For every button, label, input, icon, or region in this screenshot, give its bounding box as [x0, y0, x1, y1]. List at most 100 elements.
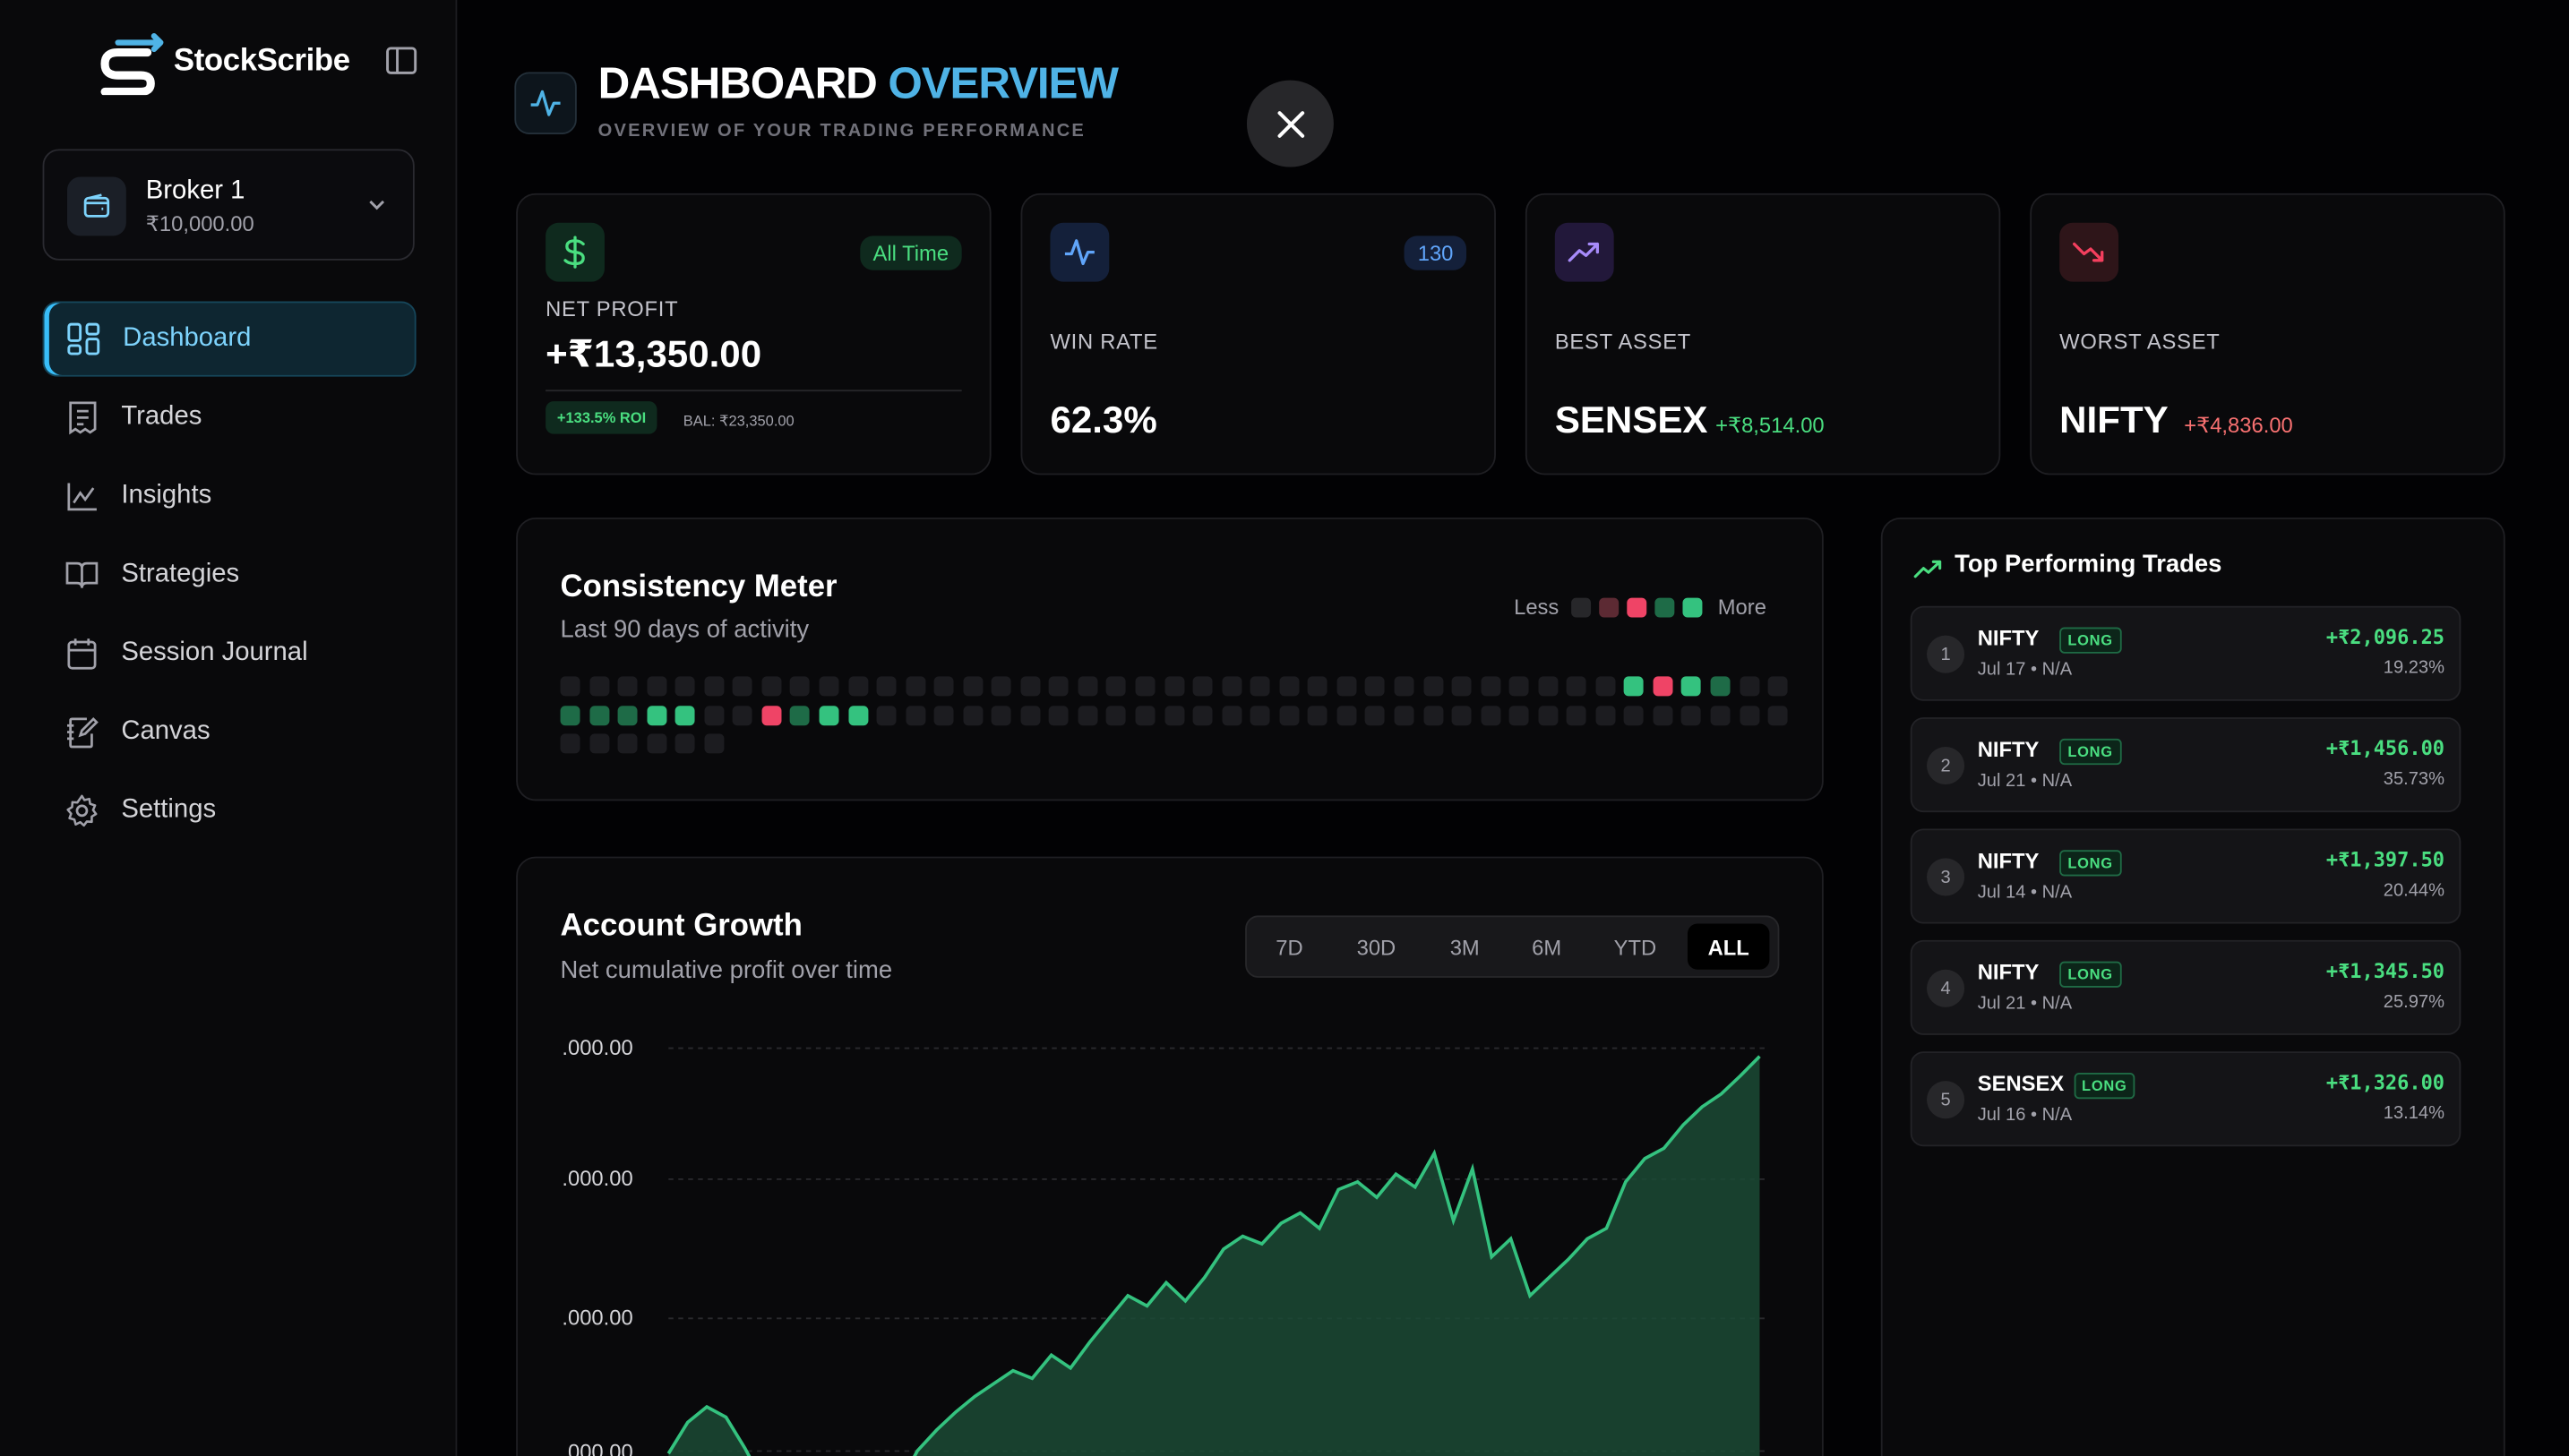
heatmap-cell[interactable] — [1049, 705, 1070, 725]
heatmap-cell[interactable] — [1451, 705, 1472, 725]
heatmap-cell[interactable] — [1508, 676, 1529, 697]
heatmap-cell[interactable] — [1422, 705, 1443, 725]
heatmap-cell[interactable] — [1365, 676, 1386, 697]
heatmap-cell[interactable] — [1595, 705, 1616, 725]
timeframe-all[interactable]: ALL — [1687, 923, 1770, 970]
heatmap-cell[interactable] — [1135, 676, 1156, 697]
heatmap-cell[interactable] — [1221, 705, 1242, 725]
heatmap-cell[interactable] — [790, 705, 811, 725]
heatmap-cell[interactable] — [962, 676, 983, 697]
heatmap-cell[interactable] — [1480, 705, 1500, 725]
heatmap-cell[interactable] — [1537, 705, 1558, 725]
heatmap-cell[interactable] — [1624, 676, 1645, 697]
timeframe-3m[interactable]: 3M — [1449, 934, 1480, 959]
heatmap-cell[interactable] — [617, 733, 638, 754]
heatmap-cell[interactable] — [876, 676, 897, 697]
sidebar-item-session-journal[interactable]: Session Journal — [43, 616, 417, 691]
heatmap-cell[interactable] — [1250, 705, 1270, 725]
heatmap-cell[interactable] — [1653, 676, 1673, 697]
heatmap-cell[interactable] — [1308, 676, 1328, 697]
timeframe-7d[interactable]: 7D — [1276, 934, 1303, 959]
heatmap-cell[interactable] — [1250, 676, 1270, 697]
heatmap-cell[interactable] — [1508, 705, 1529, 725]
heatmap-cell[interactable] — [1078, 676, 1098, 697]
heatmap-cell[interactable] — [847, 676, 868, 697]
heatmap-cell[interactable] — [1135, 705, 1156, 725]
heatmap-cell[interactable] — [617, 705, 638, 725]
heatmap-cell[interactable] — [1049, 676, 1070, 697]
heatmap-cell[interactable] — [819, 705, 839, 725]
heatmap-cell[interactable] — [819, 676, 839, 697]
heatmap-cell[interactable] — [1739, 676, 1759, 697]
heatmap-cell[interactable] — [933, 705, 954, 725]
heatmap-cell[interactable] — [1279, 676, 1300, 697]
heatmap-cell[interactable] — [761, 705, 782, 725]
heatmap-cell[interactable] — [1192, 705, 1213, 725]
heatmap-cell[interactable] — [1192, 676, 1213, 697]
sidebar-item-settings[interactable]: Settings — [43, 773, 417, 848]
heatmap-cell[interactable] — [1020, 676, 1041, 697]
heatmap-cell[interactable] — [1710, 705, 1731, 725]
sidebar-item-strategies[interactable]: Strategies — [43, 537, 417, 612]
sidebar-item-trades[interactable]: Trades — [43, 380, 417, 455]
heatmap-cell[interactable] — [1308, 705, 1328, 725]
heatmap-cell[interactable] — [1767, 676, 1788, 697]
sidebar-toggle-icon[interactable] — [385, 46, 418, 75]
heatmap-cell[interactable] — [962, 705, 983, 725]
heatmap-cell[interactable] — [1221, 676, 1242, 697]
trade-row[interactable]: 1 NIFTY LONG Jul 17 • N/A +₹2,096.25 19.23% — [1910, 605, 2462, 701]
heatmap-cell[interactable] — [1480, 676, 1500, 697]
trade-row[interactable]: 2 NIFTY LONG Jul 21 • N/A +₹1,456.00 35.73% — [1910, 717, 2462, 813]
heatmap-cell[interactable] — [1106, 676, 1127, 697]
trade-row[interactable]: 3 NIFTY LONG Jul 14 • N/A +₹1,397.50 20.44% — [1910, 828, 2462, 924]
trade-row[interactable]: 5 SENSEX LONG Jul 16 • N/A +₹1,326.00 13.14% — [1910, 1051, 2462, 1147]
heatmap-cell[interactable] — [646, 705, 666, 725]
heatmap-cell[interactable] — [1567, 676, 1587, 697]
heatmap-cell[interactable] — [560, 676, 580, 697]
broker-selector[interactable]: Broker 1 ₹10,000.00 — [42, 149, 415, 261]
heatmap-cell[interactable] — [560, 705, 580, 725]
heatmap-cell[interactable] — [761, 676, 782, 697]
timeframe-6m[interactable]: 6M — [1532, 934, 1562, 959]
heatmap-cell[interactable] — [1106, 705, 1127, 725]
heatmap-cell[interactable] — [1365, 705, 1386, 725]
heatmap-cell[interactable] — [1078, 705, 1098, 725]
heatmap-cell[interactable] — [1336, 676, 1357, 697]
trade-row[interactable]: 4 NIFTY LONG Jul 21 • N/A +₹1,345.50 25.97% — [1910, 939, 2462, 1035]
heatmap-cell[interactable] — [1394, 676, 1414, 697]
heatmap-cell[interactable] — [876, 705, 897, 725]
heatmap-cell[interactable] — [1279, 705, 1300, 725]
heatmap-cell[interactable] — [589, 733, 609, 754]
heatmap-cell[interactable] — [790, 676, 811, 697]
heatmap-cell[interactable] — [1336, 705, 1357, 725]
sidebar-item-insights[interactable]: Insights — [43, 458, 417, 534]
heatmap-cell[interactable] — [1537, 676, 1558, 697]
heatmap-cell[interactable] — [733, 676, 753, 697]
heatmap-cell[interactable] — [1394, 705, 1414, 725]
heatmap-cell[interactable] — [1681, 676, 1702, 697]
heatmap-cell[interactable] — [589, 676, 609, 697]
heatmap-cell[interactable] — [847, 705, 868, 725]
heatmap-cell[interactable] — [674, 676, 695, 697]
close-button[interactable] — [1246, 80, 1334, 167]
heatmap-cell[interactable] — [589, 705, 609, 725]
heatmap-cell[interactable] — [1681, 705, 1702, 725]
timeframe-30d[interactable]: 30D — [1356, 934, 1396, 959]
heatmap-cell[interactable] — [1020, 705, 1041, 725]
heatmap-cell[interactable] — [617, 676, 638, 697]
heatmap-cell[interactable] — [704, 733, 725, 754]
heatmap-cell[interactable] — [1164, 705, 1184, 725]
heatmap-cell[interactable] — [1739, 705, 1759, 725]
heatmap-cell[interactable] — [1767, 705, 1788, 725]
heatmap-cell[interactable] — [704, 676, 725, 697]
heatmap-cell[interactable] — [905, 705, 925, 725]
heatmap-cell[interactable] — [1710, 676, 1731, 697]
heatmap-cell[interactable] — [992, 676, 1012, 697]
heatmap-cell[interactable] — [733, 705, 753, 725]
sidebar-item-canvas[interactable]: Canvas — [43, 694, 417, 769]
heatmap-cell[interactable] — [1567, 705, 1587, 725]
app-logo[interactable]: StockScribe — [99, 30, 350, 96]
heatmap-cell[interactable] — [646, 676, 666, 697]
heatmap-cell[interactable] — [992, 705, 1012, 725]
heatmap-cell[interactable] — [646, 733, 666, 754]
